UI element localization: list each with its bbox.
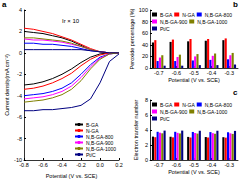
svg-text:B-GA: B-GA [160,12,173,18]
svg-text:80: 80 [142,19,148,25]
svg-text:-0.4: -0.4 [207,70,216,76]
svg-text:N-GA: N-GA [182,102,195,108]
svg-text:Ir × 10: Ir × 10 [62,18,80,24]
svg-text:Potential (V vs. SCE): Potential (V vs. SCE) [46,173,98,179]
svg-text:0.2: 0.2 [115,162,123,168]
svg-text:-0.5: -0.5 [189,70,198,76]
svg-text:-0.6: -0.6 [38,162,47,168]
svg-text:-8: -8 [17,136,22,142]
svg-text:6: 6 [145,112,148,118]
svg-text:-0.3: -0.3 [224,162,233,168]
svg-text:N,B-GA-800: N,B-GA-800 [205,102,232,108]
svg-text:a: a [2,0,7,9]
svg-text:B-GA: B-GA [86,121,99,128]
svg-text:N,B-GA-1000: N,B-GA-1000 [197,19,227,25]
svg-text:0: 0 [145,65,148,71]
svg-text:N,B-GA-900: N,B-GA-900 [86,139,114,146]
svg-text:40: 40 [142,42,148,48]
svg-text:2: 2 [145,142,148,148]
svg-text:-10: -10 [14,157,22,163]
svg-text:20: 20 [142,53,148,59]
svg-text:0: 0 [19,50,22,56]
svg-text:N-GA: N-GA [86,127,99,134]
svg-text:-0.8: -0.8 [19,162,28,168]
svg-text:Peroxide percentage (%): Peroxide percentage (%) [129,8,135,69]
svg-text:-0.6: -0.6 [172,70,181,76]
svg-text:N,B-GA-1000: N,B-GA-1000 [197,109,227,115]
svg-text:N,B-GA-1000: N,B-GA-1000 [86,145,116,152]
svg-text:-0.4: -0.4 [57,162,66,168]
svg-text:Pt/C: Pt/C [160,116,170,122]
svg-text:B-GA: B-GA [160,102,173,108]
svg-text:-0.7: -0.7 [154,162,163,168]
svg-text:N,B-GA-800: N,B-GA-800 [86,133,114,140]
svg-text:4: 4 [19,7,22,13]
svg-text:8: 8 [145,97,148,103]
svg-text:-0.6: -0.6 [172,162,181,168]
svg-text:100: 100 [139,7,148,13]
svg-text:60: 60 [142,30,148,36]
svg-text:-6: -6 [17,114,22,120]
svg-text:-0.5: -0.5 [189,162,198,168]
svg-text:Pt/C: Pt/C [160,26,170,32]
svg-text:-0.3: -0.3 [224,70,233,76]
svg-text:Potential (V vs. SCE): Potential (V vs. SCE) [168,77,220,83]
svg-text:c: c [233,88,238,97]
svg-text:-0.4: -0.4 [207,162,216,168]
svg-text:Potential (V vs. SCE): Potential (V vs. SCE) [168,169,220,175]
svg-text:0: 0 [145,157,148,163]
svg-text:b: b [233,0,238,9]
svg-text:2: 2 [19,28,22,34]
svg-text:-2: -2 [17,71,22,77]
svg-text:N-GA: N-GA [182,12,195,18]
svg-text:N,B-GA-900: N,B-GA-900 [160,109,187,115]
svg-text:-0.7: -0.7 [154,70,163,76]
svg-text:-4: -4 [17,93,22,99]
svg-text:N,B-GA-800: N,B-GA-800 [205,12,232,18]
svg-text:0.0: 0.0 [96,162,104,168]
svg-text:Electron transfer number: Electron transfer number [133,100,139,161]
svg-text:N,B-GA-900: N,B-GA-900 [160,19,187,25]
svg-text:4: 4 [145,127,148,133]
svg-text:Pt/C: Pt/C [86,152,96,158]
svg-text:Current density(mA cm⁻²): Current density(mA cm⁻²) [4,54,10,116]
svg-text:-0.2: -0.2 [76,162,85,168]
